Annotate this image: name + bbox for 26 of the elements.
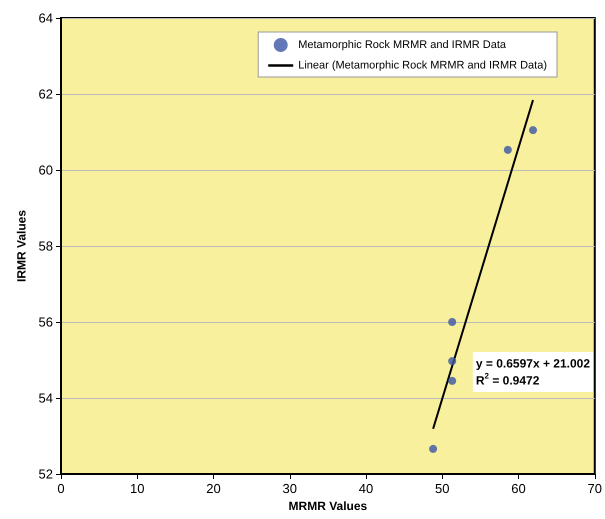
point	[504, 146, 512, 154]
y-tick-label: 58	[38, 238, 53, 254]
x-tick-label: 0	[57, 481, 65, 496]
y-tick-label: 52	[38, 466, 53, 482]
x-axis-title: MRMR Values	[288, 499, 368, 513]
x-tick-label: 40	[358, 481, 374, 496]
y-tick-label: 60	[38, 162, 53, 178]
point	[448, 357, 456, 366]
y-tick-label: 54	[38, 390, 53, 406]
x-tick-label: 10	[130, 481, 144, 496]
y-tick-label: 62	[38, 86, 53, 102]
point	[429, 444, 438, 453]
y-tick-label: 64	[38, 10, 53, 26]
point	[448, 318, 456, 326]
point	[529, 126, 538, 134]
y-tick-label: 56	[38, 314, 53, 330]
x-tick-label: 70	[588, 481, 602, 496]
legend-label: Linear (Metamorphic Rock MRMR and IRMR Data)	[298, 60, 548, 72]
x-tick-label: 60	[511, 481, 526, 496]
annotation: y = 0.6597x + 21.002	[476, 356, 590, 370]
x-tick-label: 30	[282, 481, 297, 496]
legend-label: Metamorphic Rock MRMR and IRMR Data	[298, 39, 507, 51]
y-axis-title: IRMR Values	[14, 210, 29, 282]
x-tick-label: 20	[206, 481, 221, 496]
point	[448, 376, 456, 385]
x-tick-label: 50	[435, 481, 450, 496]
